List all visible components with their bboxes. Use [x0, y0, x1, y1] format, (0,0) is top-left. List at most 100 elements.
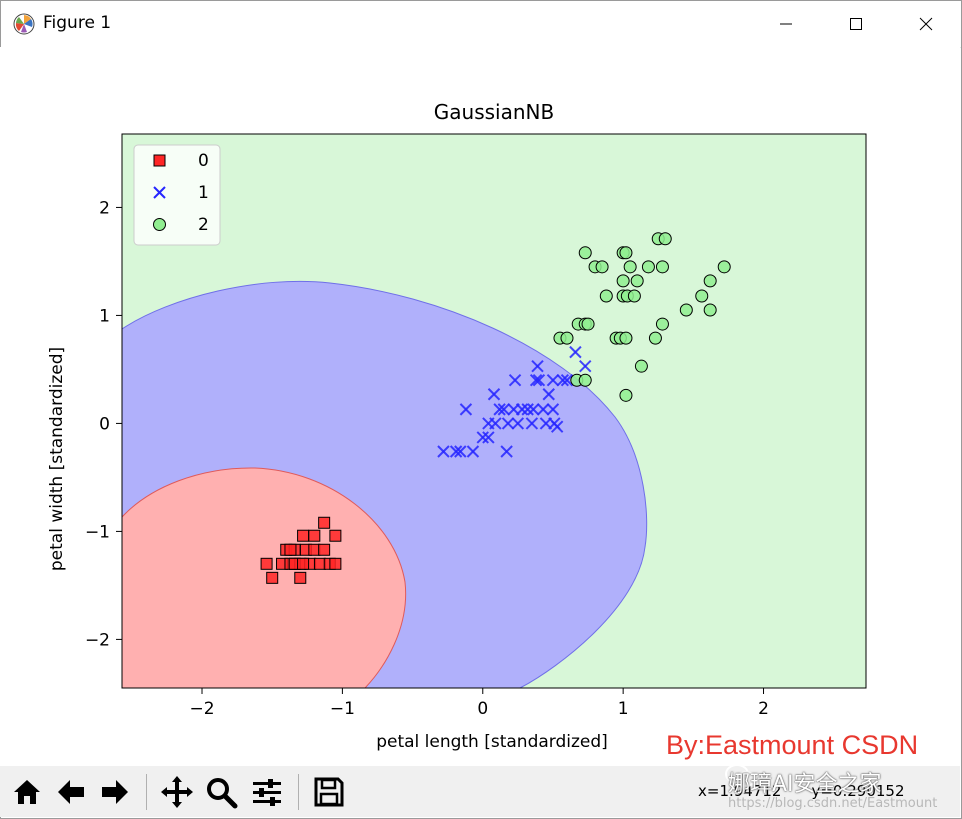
axes-frame [121, 133, 867, 689]
minimize-icon [780, 23, 792, 25]
point-class-1 [493, 403, 506, 416]
scatter-plot: −2 −1 0 1 2 −2 −1 0 1 2 GaussianNB petal length [… [47, 100, 867, 752]
maximize-button[interactable] [821, 1, 891, 47]
y-tick-label: −2 [85, 630, 110, 650]
point-class-1 [546, 403, 560, 416]
matplotlib-logo-icon [13, 13, 35, 35]
decision-regions [122, 134, 866, 688]
point-class-0 [260, 557, 273, 570]
chart-title: GaussianNB [434, 100, 554, 124]
y-axis-label: petal width [standardized] [47, 347, 67, 571]
legend-label-0: 0 [198, 151, 209, 171]
forward-arrow-icon [102, 780, 128, 804]
cursor-x: x=1.94712 [698, 782, 782, 800]
forward-button[interactable] [96, 772, 134, 812]
point-class-1 [489, 417, 502, 430]
point-class-1 [515, 403, 529, 416]
point-class-1 [542, 388, 555, 401]
point-class-2 [619, 246, 633, 260]
watermark-text: By:Eastmount CSDN [666, 730, 919, 760]
point-class-0 [318, 516, 331, 529]
point-class-2 [641, 260, 655, 274]
point-class-0 [297, 557, 310, 570]
back-button[interactable] [52, 772, 90, 812]
point-class-0 [284, 543, 297, 556]
point-class-2 [703, 274, 717, 288]
x-tick-label: 2 [758, 699, 769, 719]
point-class-2 [560, 331, 574, 345]
point-class-2 [703, 303, 717, 317]
point-class-0 [266, 571, 279, 584]
axis-ticks: −2 −1 0 1 2 −2 −1 0 1 2 [85, 198, 769, 719]
configure-subplots-icon [253, 779, 281, 806]
y-tick-label: −1 [85, 522, 110, 542]
maximize-icon [850, 18, 862, 30]
point-class-1 [546, 374, 560, 387]
x-tick-label: −2 [189, 699, 214, 719]
point-class-0 [308, 529, 321, 542]
point-class-2 [578, 373, 592, 387]
minimize-button[interactable] [751, 1, 821, 47]
home-button[interactable] [8, 772, 46, 812]
point-class-2 [695, 289, 709, 303]
point-class-1 [482, 431, 495, 444]
x-axis-label: petal length [standardized] [376, 732, 608, 752]
pan-button[interactable] [158, 772, 196, 812]
point-class-0 [318, 543, 331, 556]
pan-icon [161, 776, 193, 808]
back-arrow-icon [58, 780, 84, 804]
home-icon [14, 780, 40, 804]
zoom-button[interactable] [202, 772, 240, 812]
legend-marker-2 [153, 218, 166, 231]
point-class-2 [623, 260, 637, 274]
watermark-url: https://blog.csdn.net/Eastmount [728, 796, 938, 811]
watermark-overlay: 娜璋AI安全之家 [728, 772, 882, 797]
save-button[interactable] [310, 772, 348, 812]
point-class-1 [531, 359, 544, 373]
point-class-1 [569, 345, 582, 359]
point-class-0 [329, 529, 342, 542]
point-class-1 [579, 359, 592, 373]
close-button[interactable] [891, 1, 961, 47]
legend-label-1: 1 [198, 183, 209, 203]
point-class-1 [497, 403, 511, 416]
legend-label-2: 2 [198, 215, 209, 235]
point-class-2 [717, 260, 731, 274]
point-class-2 [655, 260, 669, 274]
point-class-1 [550, 420, 564, 433]
point-class-2 [658, 232, 672, 246]
point-class-1 [501, 417, 515, 430]
x-tick-label: 1 [618, 699, 629, 719]
point-class-1 [449, 445, 463, 458]
point-class-2 [619, 331, 633, 345]
data-points [260, 232, 731, 584]
point-class-1 [500, 445, 513, 458]
legend-marker-0 [153, 154, 166, 167]
point-class-2 [627, 289, 641, 303]
point-class-1 [459, 403, 473, 416]
point-class-1 [529, 374, 543, 387]
point-class-1 [536, 403, 550, 416]
point-class-0 [329, 557, 342, 570]
cursor-y: y=0.290152 [811, 782, 905, 800]
point-class-1 [511, 417, 525, 430]
point-class-1 [560, 374, 574, 387]
navigation-toolbar: x=1.94712 y=0.290152 [0, 766, 960, 817]
point-class-1 [532, 374, 546, 387]
point-class-1 [476, 431, 489, 444]
point-class-1 [466, 445, 480, 458]
point-class-2 [581, 317, 595, 331]
save-icon [314, 777, 344, 807]
window-title: Figure 1 [43, 13, 112, 33]
y-tick-label: 1 [99, 306, 110, 326]
y-tick-label: 2 [99, 198, 110, 218]
legend-marker-1 [153, 186, 166, 199]
x-tick-label: 0 [477, 699, 488, 719]
point-class-0 [294, 571, 307, 584]
configure-subplots-button[interactable] [248, 772, 286, 812]
x-tick-label: −1 [330, 699, 355, 719]
point-class-2 [630, 274, 644, 288]
point-class-2 [634, 359, 648, 373]
title-bar: Figure 1 [1, 1, 961, 47]
toolbar-separator [298, 774, 299, 810]
